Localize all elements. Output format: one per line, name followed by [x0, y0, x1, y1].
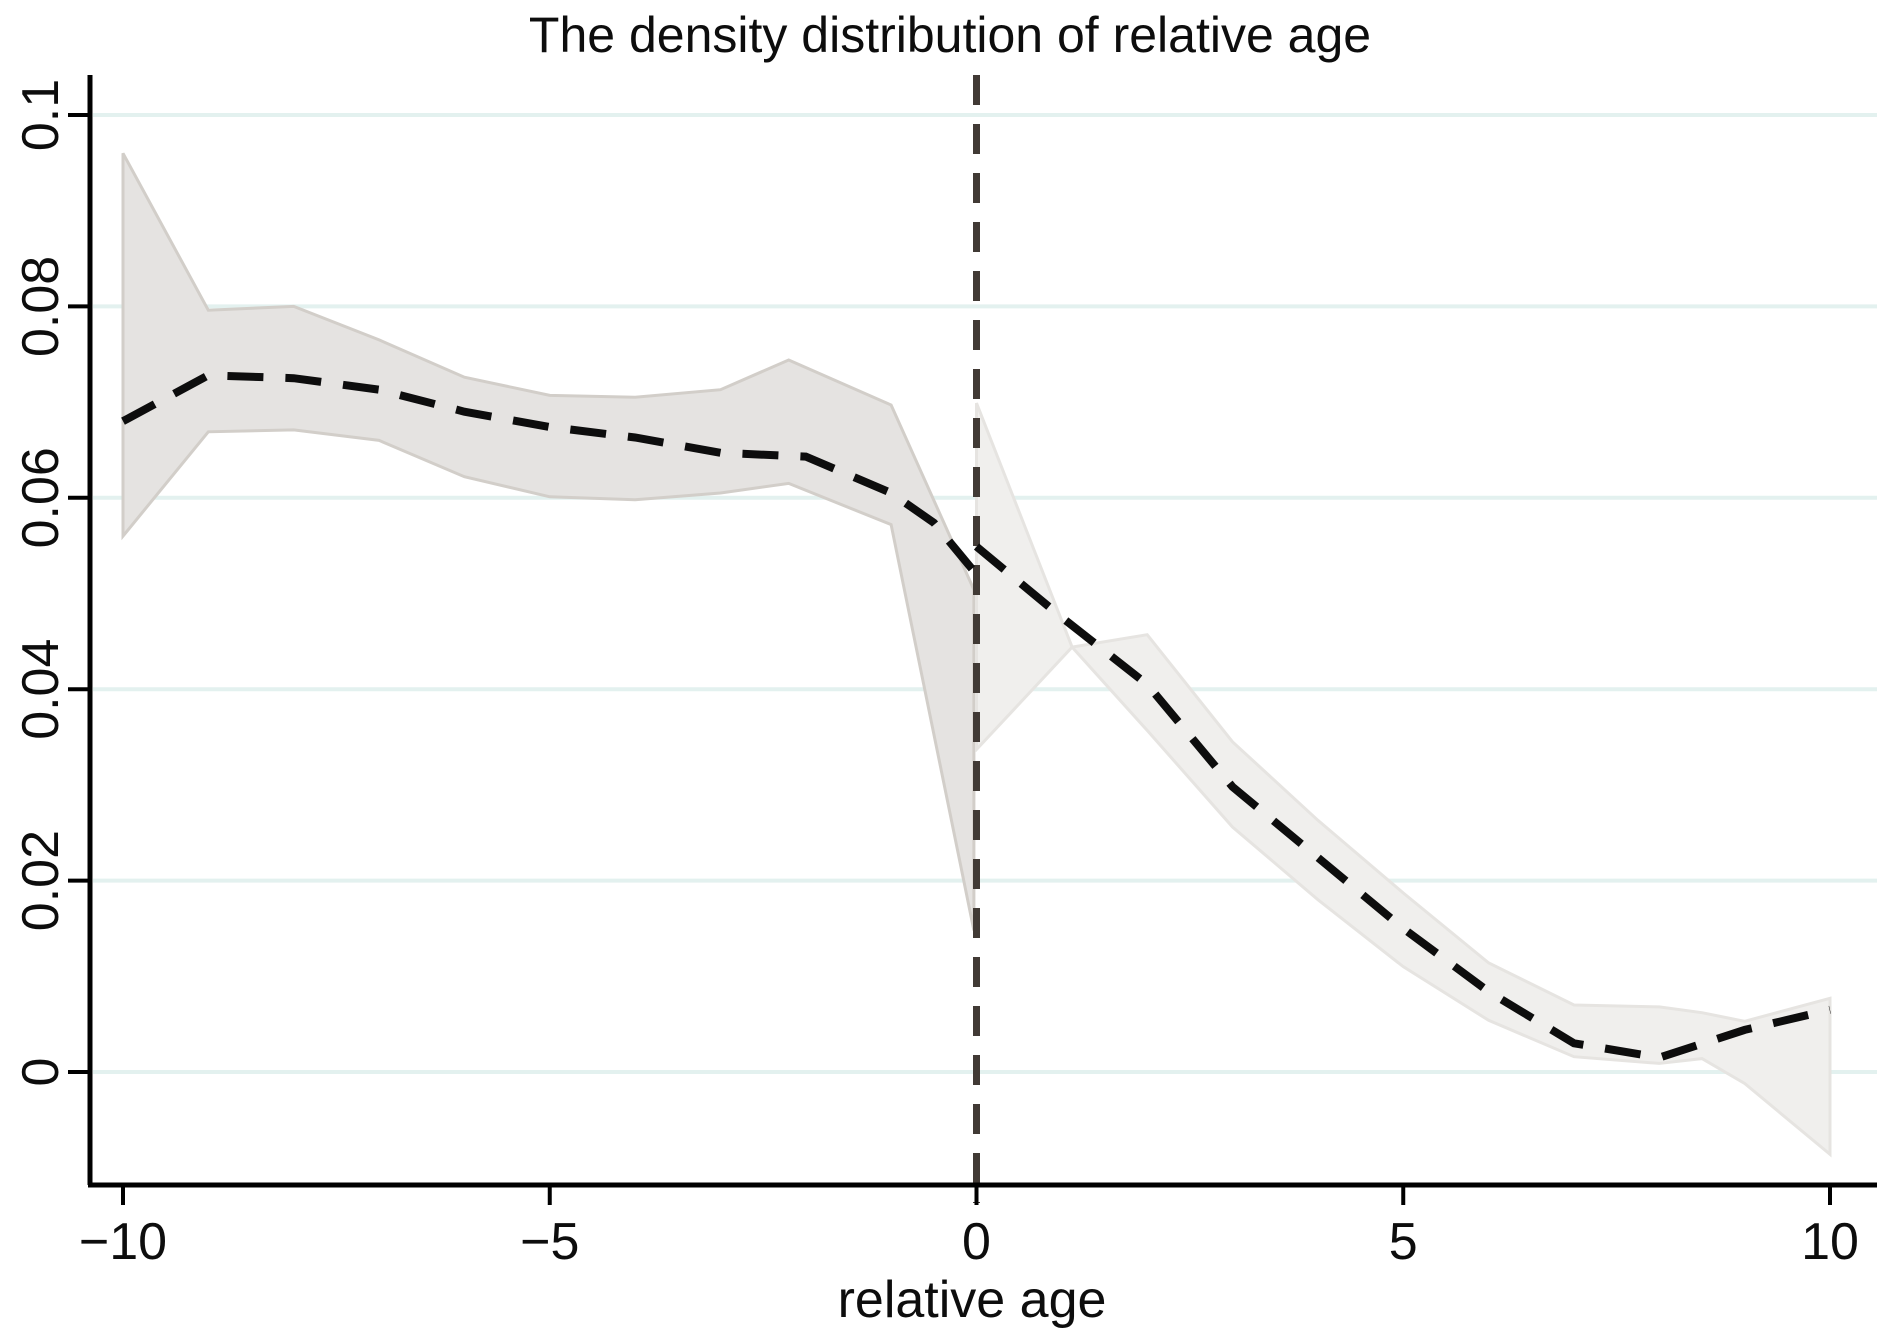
- x-axis-title: relative age: [837, 1271, 1107, 1329]
- x-tick-labels: −10 −5 0 5 10: [79, 1213, 1859, 1271]
- ci-band-right: [975, 402, 1832, 1158]
- y-tick-label: 0.02: [12, 830, 70, 931]
- density-right-of-cutoff-line: [973, 543, 1831, 1062]
- x-tick-label: −5: [520, 1213, 579, 1271]
- x-tick-label: −10: [79, 1213, 167, 1271]
- axes: [87, 75, 1877, 1188]
- x-tick-label: 10: [1801, 1213, 1859, 1271]
- y-tick-label: 0: [12, 1058, 70, 1087]
- y-tick-marks: [68, 113, 90, 1074]
- ci-band-left: [121, 152, 976, 931]
- x-tick-label: 5: [1389, 1213, 1418, 1271]
- density-left-of-cutoff-line: [121, 371, 980, 577]
- y-tick-label: 0.08: [12, 256, 70, 357]
- x-tick-marks: [121, 1185, 1832, 1205]
- x-tick-label: 0: [962, 1213, 991, 1271]
- y-tick-labels: 0 0.02 0.04 0.06 0.08 0.1: [12, 79, 70, 1087]
- chart-title: The density distribution of relative age: [528, 7, 1372, 63]
- y-tick-label: 0.04: [12, 639, 70, 740]
- y-tick-label: 0.1: [12, 79, 70, 151]
- y-tick-label: 0.06: [12, 447, 70, 548]
